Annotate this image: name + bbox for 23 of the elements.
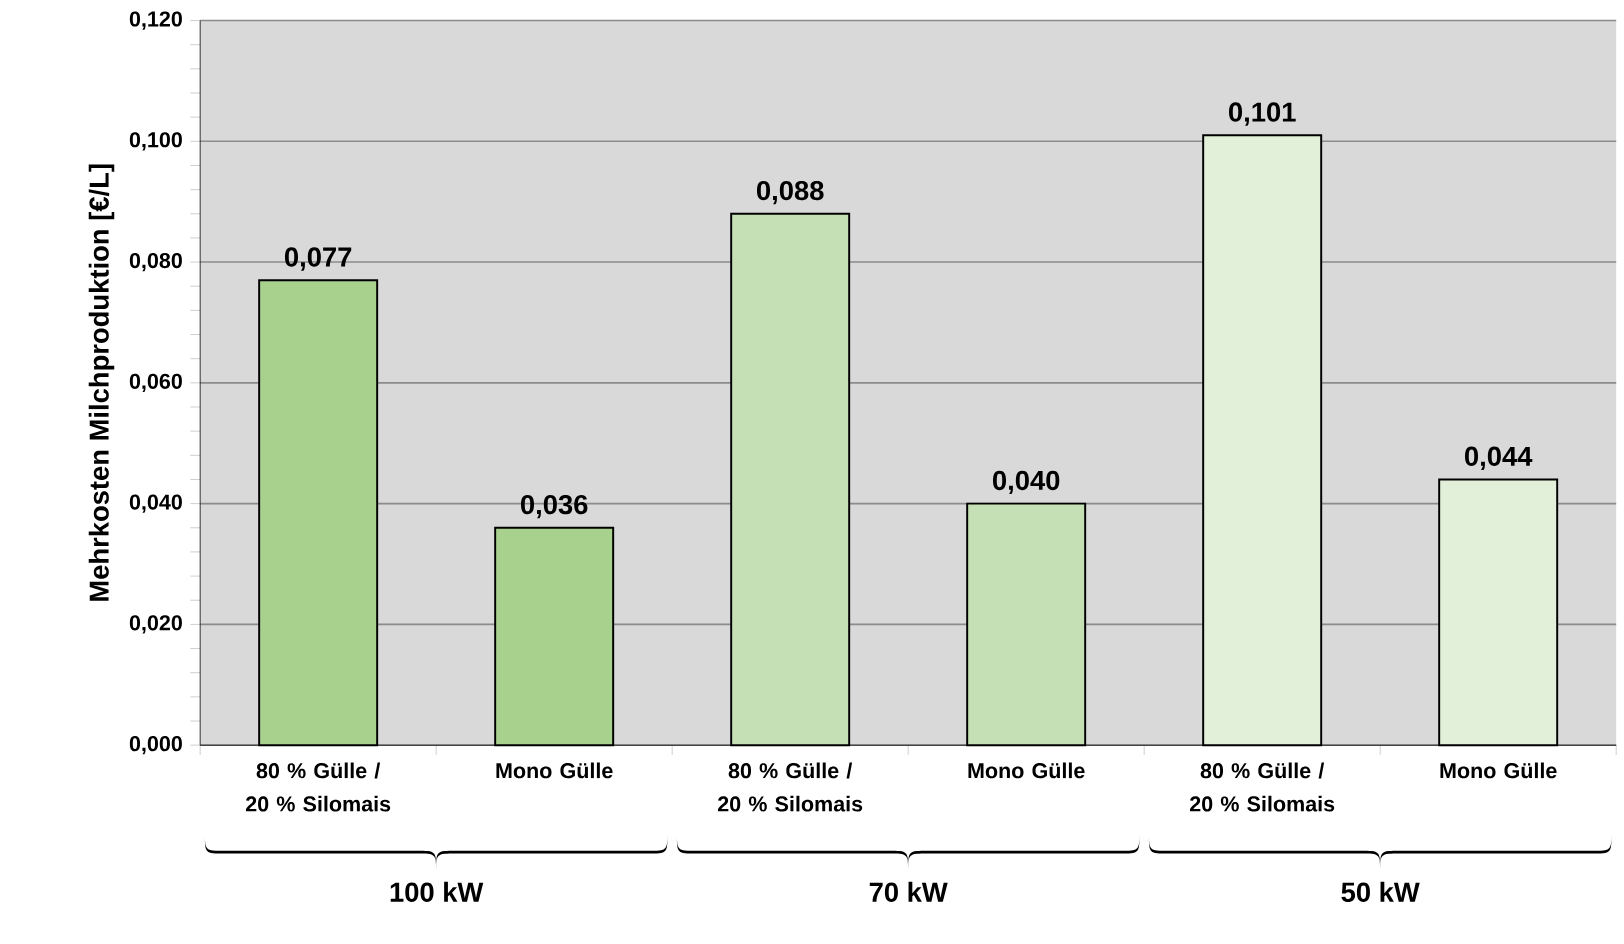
y-tick-label: 0,000 (129, 736, 182, 755)
data-label: 0,040 (992, 470, 1060, 495)
text: 70 kW (869, 881, 948, 903)
y-tick-label: 0,020 (129, 615, 182, 634)
y-tick-label: 0,080 (129, 253, 182, 272)
x-tick-label: Mono Gülle (1440, 762, 1557, 779)
y-tick-label: 0,060 (129, 373, 182, 393)
x-tick-label: Mono Gülle (496, 762, 613, 779)
y-tick-label: 0,120 (129, 11, 182, 30)
y-tick-label: 0,040 (129, 494, 182, 513)
data-label: 0,036 (520, 495, 588, 519)
data-label: 0,044 (1465, 446, 1533, 471)
x-tick-label: 80 % Gülle / 20 % Silomais (717, 762, 863, 812)
x-tick-label: 80 % Gülle / 20 % Silomais (1189, 762, 1335, 812)
y-tick-label: 0,100 (129, 132, 182, 151)
data-label: 0,077 (284, 247, 352, 271)
x-tick-label: 80 % Gülle / 20 % Silomais (245, 762, 391, 812)
x-tick-label: Mono Gülle (968, 762, 1085, 779)
y-axis-title: Mehrkosten Milchproduktion [€/L] (88, 164, 115, 601)
text: 100 kW (390, 881, 484, 903)
text: 50 kW (1341, 881, 1420, 903)
data-label: 0,088 (756, 181, 824, 205)
data-label: 0,101 (1229, 102, 1296, 126)
